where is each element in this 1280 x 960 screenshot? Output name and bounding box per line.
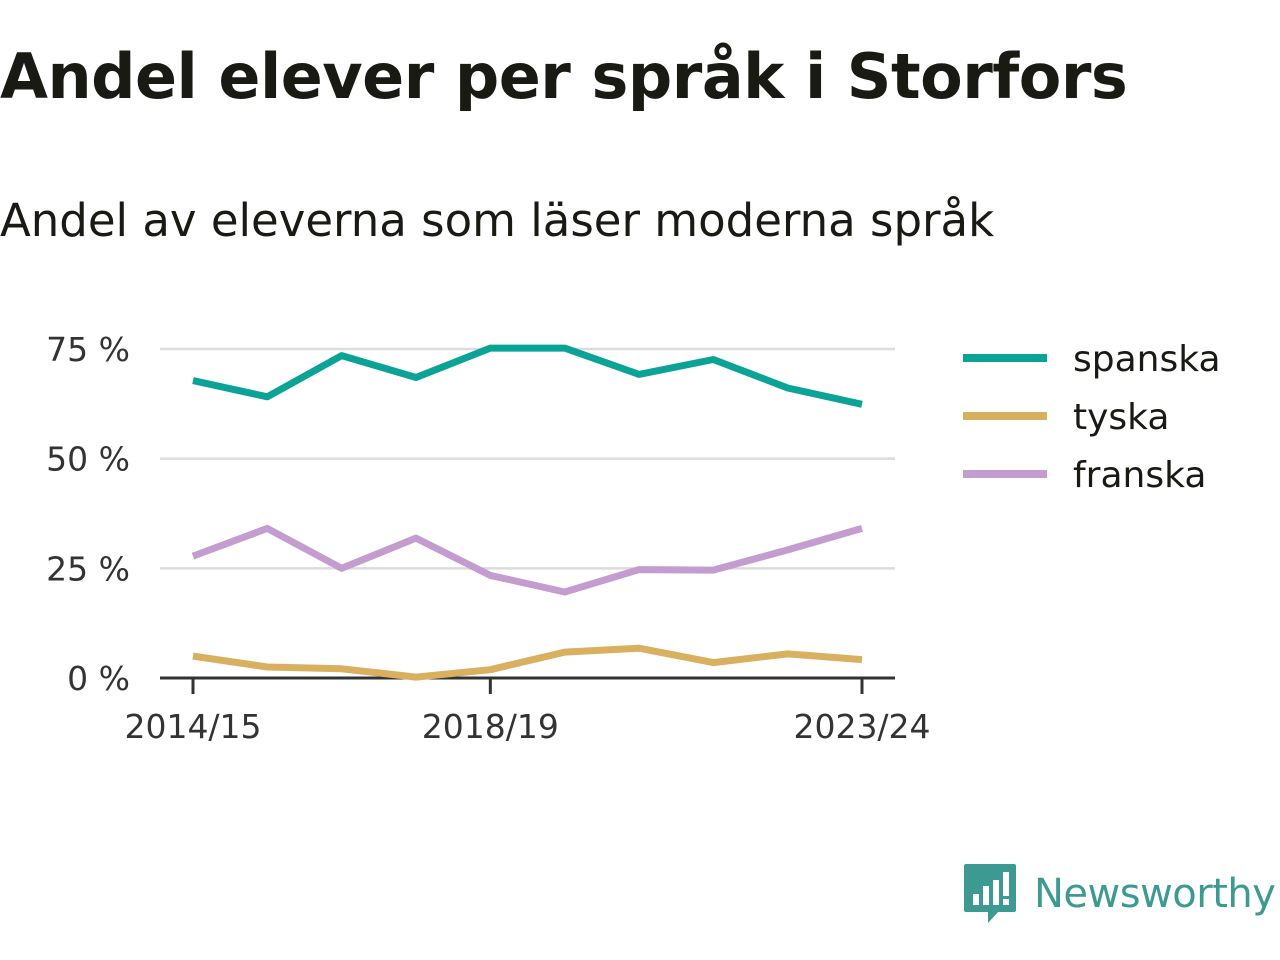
legend-label-tyska: tyska (1073, 397, 1169, 438)
y-tick-label: 0 % (67, 659, 130, 698)
legend: spanska tyska franska (963, 339, 1221, 496)
legend-label-franska: franska (1073, 455, 1206, 496)
series-line-franska (191, 524, 863, 596)
series-lines (191, 344, 863, 681)
grid-lines (160, 347, 895, 570)
series-line-spanska (192, 344, 863, 408)
chart-title: Andel elever per språk i Storfors (0, 40, 1128, 113)
x-axis: 2014/15 2018/19 2023/24 (124, 676, 931, 746)
x-tick-label: 2018/19 (422, 707, 559, 746)
newsworthy-logo-icon (964, 864, 1016, 923)
chart-subtitle: Andel av eleverna som läser moderna språ… (0, 194, 995, 247)
x-tick-label: 2023/24 (793, 707, 930, 746)
y-tick-label: 50 % (46, 440, 130, 479)
y-axis-ticks: 0 % 25 % 50 % 75 % (46, 330, 130, 698)
brand-name: Newsworthy (1034, 871, 1276, 917)
series-line-tyska (192, 644, 863, 681)
y-tick-label: 75 % (46, 330, 130, 369)
x-tick-label: 2014/15 (124, 707, 261, 746)
y-tick-label: 25 % (46, 549, 130, 588)
legend-label-spanska: spanska (1073, 339, 1221, 380)
brand-logo: Newsworthy (964, 864, 1276, 924)
